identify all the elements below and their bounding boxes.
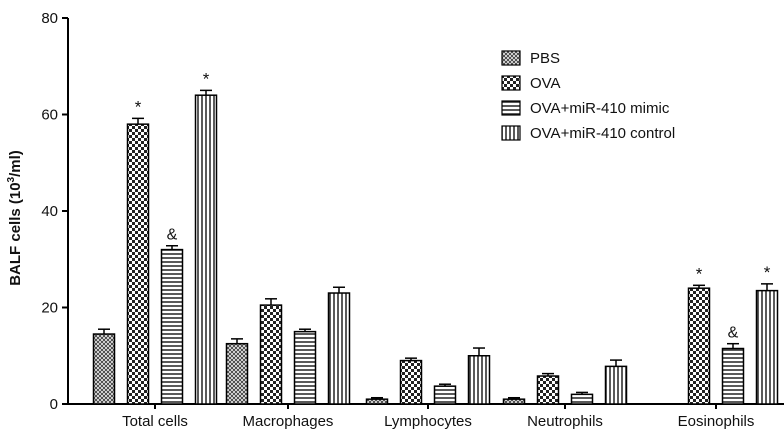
bar [433, 385, 457, 405]
bar [160, 248, 184, 405]
significance-marker: * [764, 263, 771, 282]
bar-group: Lymphocytes [365, 347, 491, 430]
significance-marker: * [135, 97, 142, 116]
bar [687, 287, 711, 405]
y-tick-label: 40 [41, 203, 58, 220]
bar [259, 304, 283, 405]
bar [327, 292, 351, 405]
legend-label: OVA+miR-410 mimic [530, 100, 670, 117]
legend: PBS OVA OVA+miR-410 mimic OVA+miR-410 contr… [501, 50, 675, 142]
bar [467, 355, 491, 405]
y-tick-label: 20 [41, 300, 58, 317]
legend-swatch [501, 75, 521, 91]
bar [92, 333, 116, 405]
y-tick-label: 60 [41, 107, 58, 124]
significance-marker: & [728, 325, 739, 342]
legend-item: PBS [501, 50, 560, 67]
bar [502, 398, 526, 405]
significance-marker: * [203, 69, 210, 88]
bar-group: Eosinophils * & * [678, 263, 779, 430]
bar [536, 375, 560, 405]
bar [399, 359, 423, 405]
bar-groups: Total cells * & * Macrophages Lymphocytes Neut… [92, 69, 779, 430]
legend-item: OVA+miR-410 control [501, 125, 675, 142]
legend-item: OVA [501, 75, 561, 92]
y-axis-label-superscript: 3 [6, 176, 17, 182]
bar [755, 289, 779, 405]
bar [293, 330, 317, 405]
legend-item: OVA+miR-410 mimic [501, 100, 670, 117]
bar [194, 94, 218, 405]
bar [225, 342, 249, 405]
bar [365, 398, 389, 405]
y-tick-label: 0 [50, 396, 58, 413]
x-tick-label: Eosinophils [678, 413, 755, 430]
bar [604, 365, 628, 405]
bar [570, 393, 594, 405]
bar-group: Macrophages [225, 286, 351, 430]
x-tick-label: Lymphocytes [384, 413, 472, 430]
bar [721, 347, 745, 405]
x-tick-label: Macrophages [243, 413, 334, 430]
axes: 0 20 40 60 80 [41, 10, 784, 413]
bar-group: Total cells * & * [92, 69, 218, 430]
x-tick-label: Neutrophils [527, 413, 603, 430]
legend-swatch [501, 100, 521, 116]
x-tick-label: Total cells [122, 413, 188, 430]
legend-label: OVA+miR-410 control [530, 125, 675, 142]
bar [126, 123, 150, 405]
legend-swatch [501, 125, 521, 141]
y-tick-label: 80 [41, 10, 58, 27]
legend-label: PBS [530, 50, 560, 67]
significance-marker: * [696, 264, 703, 283]
y-axis-label: BALF cells (103/ml) [6, 150, 24, 286]
bar-group: Neutrophils [502, 359, 628, 430]
significance-marker: & [167, 227, 178, 244]
legend-label: OVA [530, 75, 561, 92]
legend-swatch [501, 50, 521, 66]
